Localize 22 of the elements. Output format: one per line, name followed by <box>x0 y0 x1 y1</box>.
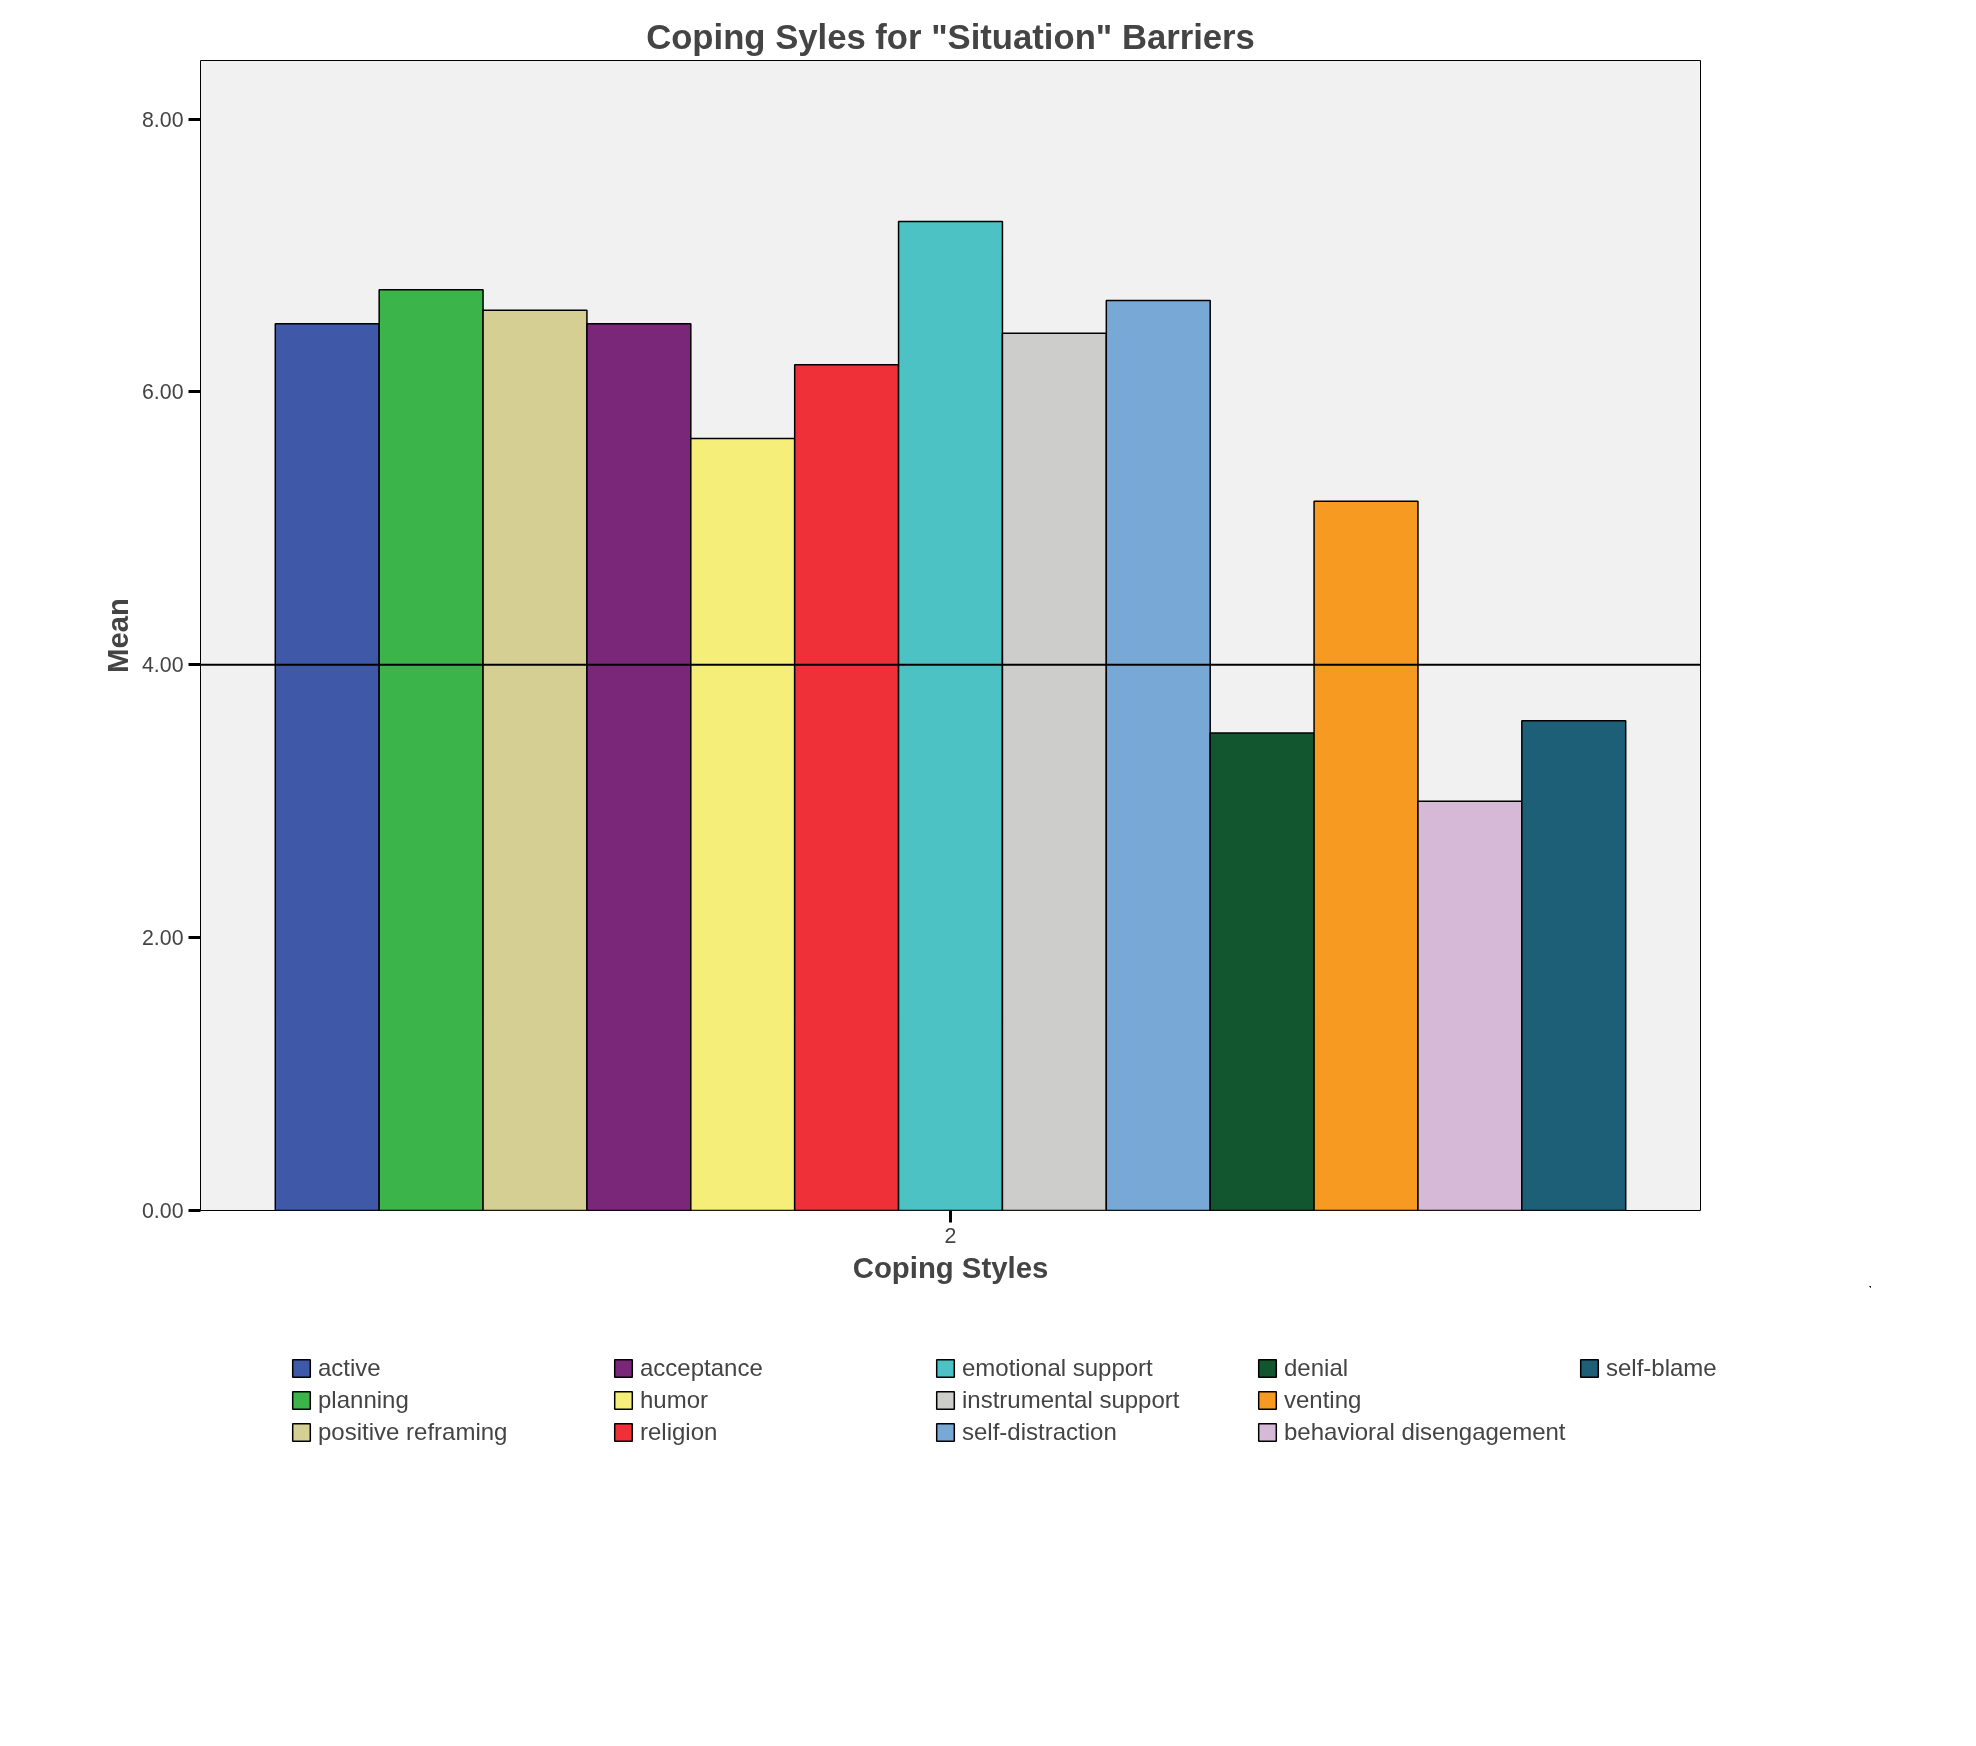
legend-label: self-distraction <box>962 1418 1118 1446</box>
legend-label: active <box>318 1354 382 1382</box>
y-tick-label: 0.00 <box>141 1199 184 1223</box>
legend-label: behavioral disengagement <box>1284 1418 1567 1446</box>
legend-label: religion <box>640 1418 719 1446</box>
y-tick-label: 4.00 <box>141 653 184 678</box>
chart-title: Coping Syles for "Situation" Barriers <box>646 17 1255 56</box>
y-tick-label: 8.00 <box>141 107 184 132</box>
x-tick-label: 2 <box>944 1223 957 1248</box>
legend-label: venting <box>1284 1386 1363 1414</box>
y-tick-label: 2.00 <box>141 926 184 951</box>
legend-label: planning <box>318 1386 410 1414</box>
legend-label: humor <box>640 1386 710 1414</box>
y-axis-title: Mean <box>100 598 134 673</box>
legend-label: instrumental support <box>962 1386 1181 1414</box>
legend-label: acceptance <box>640 1354 764 1382</box>
legend-label: denial <box>1284 1354 1350 1382</box>
x-axis-title: Coping Styles <box>852 1250 1049 1284</box>
legend-label: emotional support <box>962 1354 1154 1382</box>
legend-label: positive reframing <box>318 1418 509 1446</box>
y-tick-label: 6.00 <box>141 380 184 405</box>
legend-label: self-blame <box>1606 1354 1718 1382</box>
